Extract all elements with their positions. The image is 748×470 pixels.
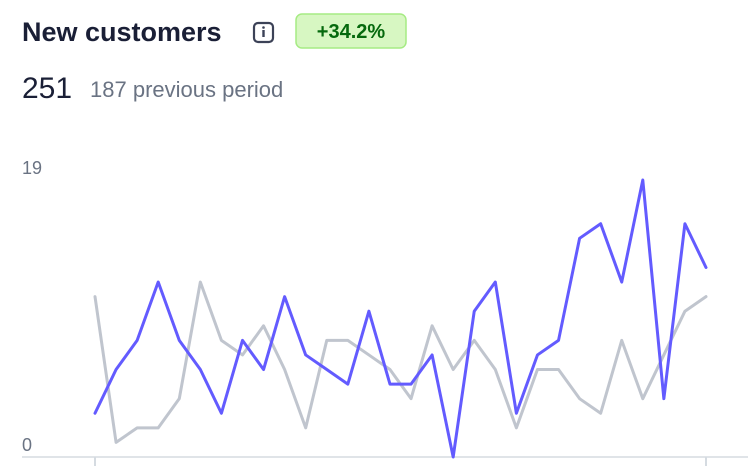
change-badge — [295, 13, 407, 49]
card-title: New customers — [22, 17, 222, 47]
series-line — [93, 178, 708, 459]
y-tick-label: 19 — [22, 158, 42, 178]
total-value: 251 — [22, 72, 72, 105]
info-icon-dot — [262, 26, 265, 29]
previous-period: 187 previous period — [90, 77, 283, 102]
previous-label: previous period — [133, 77, 283, 102]
info-icon[interactable] — [252, 21, 275, 44]
series-line — [93, 280, 708, 444]
info-icon-frame — [252, 21, 275, 44]
change-value: +34.2% — [317, 21, 386, 43]
previous-total: 187 — [90, 77, 127, 102]
y-tick-label: 0 — [22, 435, 32, 455]
